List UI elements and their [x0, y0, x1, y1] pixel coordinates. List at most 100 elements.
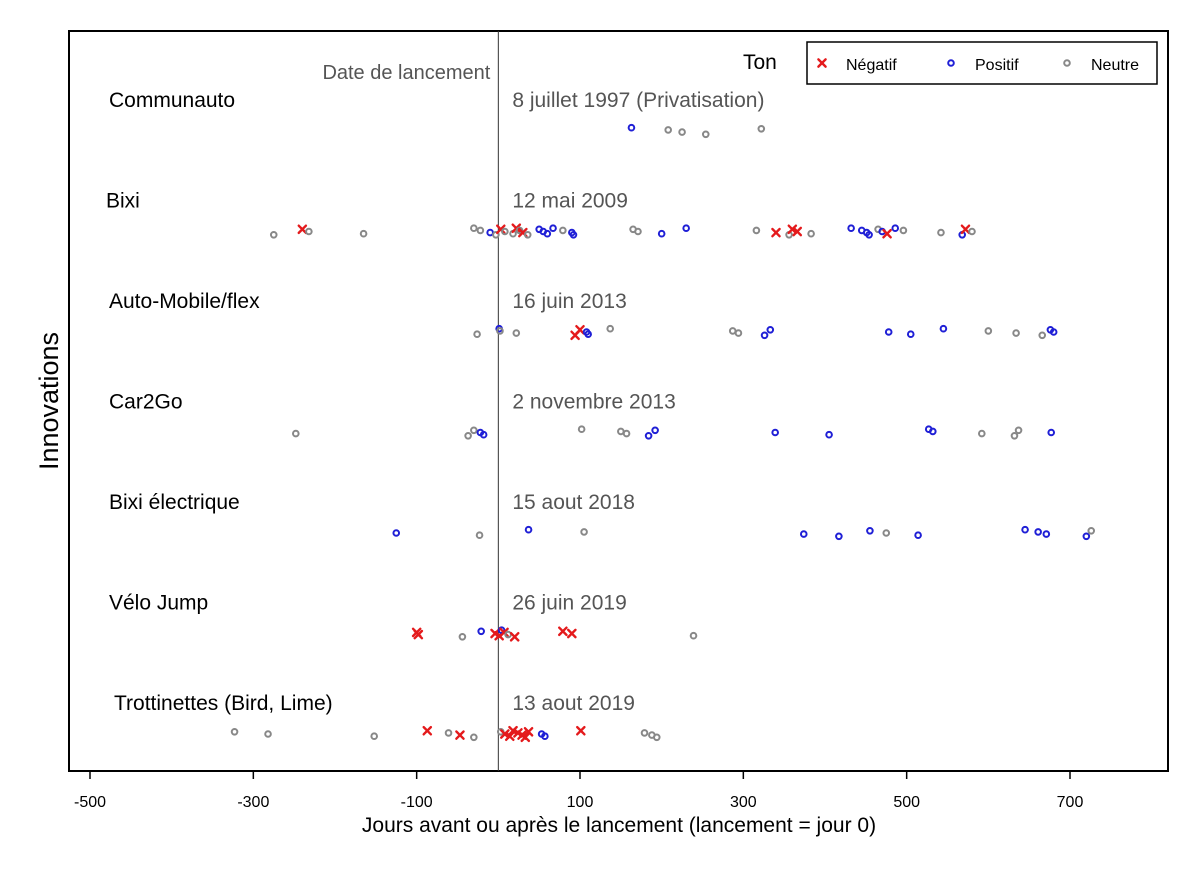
point-negatif: [577, 727, 584, 734]
launch-reference-label: Date de lancement: [322, 62, 490, 84]
legend-label-negatif: Négatif: [846, 57, 897, 74]
point-neutre: [579, 426, 585, 432]
legend: Ton Négatif Positif Neutre: [743, 42, 1157, 84]
point-positif: [836, 534, 842, 540]
point-neutre: [560, 228, 566, 234]
point-positif: [908, 331, 914, 337]
launch-date-label: 2 novembre 2013: [512, 391, 675, 414]
point-negatif: [559, 628, 566, 635]
launch-date-label: 13 aout 2019: [512, 692, 635, 715]
point-neutre: [691, 633, 697, 639]
point-neutre: [361, 231, 367, 237]
x-axis: -500 -300 -100 100 300 500 700: [74, 771, 1083, 811]
point-neutre: [477, 532, 483, 538]
point-negatif: [576, 326, 583, 333]
point-neutre: [654, 735, 660, 741]
point-neutre: [1088, 528, 1094, 534]
x-tick-label: 500: [893, 794, 920, 811]
point-neutre: [471, 735, 477, 741]
x-tick-label: 100: [567, 794, 594, 811]
innovation-name: Bixi électrique: [109, 491, 240, 514]
x-tick-label: -500: [74, 794, 106, 811]
point-positif: [481, 432, 487, 438]
point-neutre: [635, 229, 641, 235]
point-positif: [941, 326, 947, 332]
point-positif: [1022, 527, 1028, 533]
point-neutre: [265, 731, 271, 737]
point-positif: [652, 428, 658, 434]
point-neutre: [808, 231, 814, 237]
point-positif: [892, 225, 898, 231]
point-neutre: [986, 328, 992, 334]
point-neutre: [514, 330, 520, 336]
point-positif: [629, 125, 635, 131]
point-neutre: [581, 529, 587, 535]
point-positif: [772, 430, 778, 436]
point-neutre: [460, 634, 466, 640]
point-positif: [848, 225, 854, 231]
innovation-name: Communauto: [109, 89, 235, 112]
innovation-name: Car2Go: [109, 391, 183, 414]
point-neutre: [759, 126, 765, 132]
point-positif: [915, 532, 921, 538]
point-positif: [867, 528, 873, 534]
innovation-name: Bixi: [106, 190, 140, 213]
innovation-name: Auto-Mobile/flex: [109, 290, 260, 313]
point-neutre: [1016, 428, 1022, 434]
point-positif: [1084, 534, 1090, 540]
point-neutre: [883, 530, 889, 536]
point-negatif: [962, 226, 969, 233]
point-neutre: [754, 228, 760, 234]
legend-label-neutre: Neutre: [1091, 57, 1139, 74]
innovation-name: Trottinettes (Bird, Lime): [114, 692, 333, 715]
point-neutre: [306, 229, 312, 235]
innovation-name: Vélo Jump: [109, 592, 208, 615]
point-positif: [545, 231, 551, 237]
point-neutre: [901, 228, 907, 234]
point-neutre: [665, 127, 671, 133]
point-neutre: [736, 330, 742, 336]
point-positif: [683, 225, 689, 231]
x-tick-label: 700: [1057, 794, 1084, 811]
legend-title: Ton: [743, 51, 777, 74]
point-neutre: [624, 431, 630, 437]
point-positif: [550, 225, 556, 231]
x-tick-label: -300: [237, 794, 269, 811]
point-neutre: [446, 730, 452, 736]
point-neutre: [478, 228, 484, 234]
point-neutre: [642, 730, 648, 736]
data-points: [232, 125, 1094, 741]
x-tick-label: 300: [730, 794, 757, 811]
point-positif: [762, 333, 768, 339]
point-positif: [801, 531, 807, 537]
point-positif: [526, 527, 532, 533]
point-neutre: [371, 733, 377, 739]
x-tick-label: -100: [401, 794, 433, 811]
legend-label-positif: Positif: [975, 57, 1019, 74]
point-positif: [542, 733, 548, 739]
innovation-rows: Communauto 8 juillet 1997 (Privatisation)…: [106, 89, 764, 715]
point-positif: [930, 429, 936, 435]
launch-date-label: 16 juin 2013: [512, 290, 626, 313]
point-negatif: [511, 633, 518, 640]
point-positif: [393, 530, 399, 536]
point-positif: [659, 231, 665, 237]
launch-date-label: 12 mai 2009: [512, 190, 628, 213]
point-neutre: [271, 232, 277, 238]
point-negatif: [772, 229, 779, 236]
point-positif: [886, 329, 892, 335]
point-negatif: [568, 630, 575, 637]
point-neutre: [679, 129, 685, 135]
point-positif: [1051, 329, 1057, 335]
point-positif: [826, 432, 832, 438]
point-neutre: [293, 431, 299, 437]
point-positif: [1048, 430, 1054, 436]
point-neutre: [474, 331, 480, 337]
point-neutre: [1012, 433, 1018, 439]
point-neutre: [465, 433, 471, 439]
point-positif: [767, 327, 773, 333]
point-neutre: [938, 230, 944, 236]
launch-date-label: 26 juin 2019: [512, 592, 626, 615]
point-positif: [646, 433, 652, 439]
